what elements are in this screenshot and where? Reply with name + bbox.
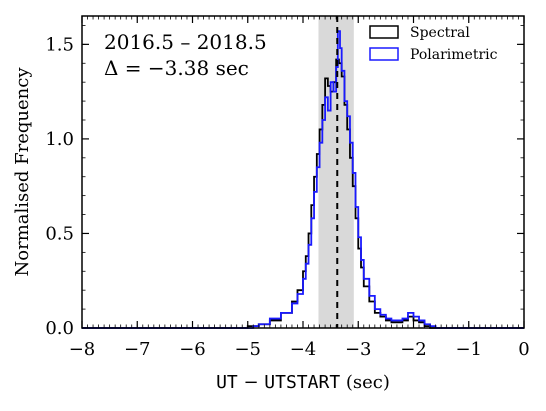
x-tick-label: −6	[179, 339, 206, 360]
legend-swatch-spectral	[369, 25, 399, 39]
legend: Spectral Polarimetric	[369, 25, 498, 63]
x-tick-label: −2	[400, 339, 427, 360]
legend-label-polarimetric: Polarimetric	[410, 47, 498, 63]
x-tick-label: 0	[518, 339, 529, 360]
x-axis-label-ut: UT	[216, 372, 238, 393]
x-tick-label: −5	[234, 339, 261, 360]
x-tick-label: −4	[290, 339, 317, 360]
x-axis-label-minus: −	[238, 372, 265, 393]
x-axis-label-utstart: UTSTART	[264, 372, 340, 393]
date-range-annotation: 2016.5 – 2018.5	[104, 30, 267, 54]
x-tick-label: −7	[124, 339, 151, 360]
y-tick-label: 0.0	[45, 318, 74, 339]
x-tick-label: −8	[69, 339, 96, 360]
delta-annotation: Δ = −3.38 sec	[104, 56, 249, 80]
x-axis-label-unit: (sec)	[340, 372, 390, 393]
y-tick-label: 1.0	[45, 129, 74, 150]
series-polarimetric	[82, 30, 524, 329]
y-tick-label: 1.5	[45, 34, 74, 55]
y-axis-label: Normalised Frequency	[12, 67, 33, 277]
legend-label-spectral: Spectral	[410, 25, 470, 41]
x-axis-label: UT − UTSTART (sec)	[216, 372, 390, 393]
ticks-layer: −8 −7 −6 −5 −4 −3 −2 −1 0 0.0 0.5 1.0 1.5	[45, 16, 530, 360]
y-tick-label: 0.5	[45, 223, 74, 244]
x-tick-label: −1	[455, 339, 482, 360]
x-tick-label: −3	[345, 339, 372, 360]
series-layer	[82, 30, 524, 329]
legend-swatch-polarimetric	[369, 47, 399, 61]
